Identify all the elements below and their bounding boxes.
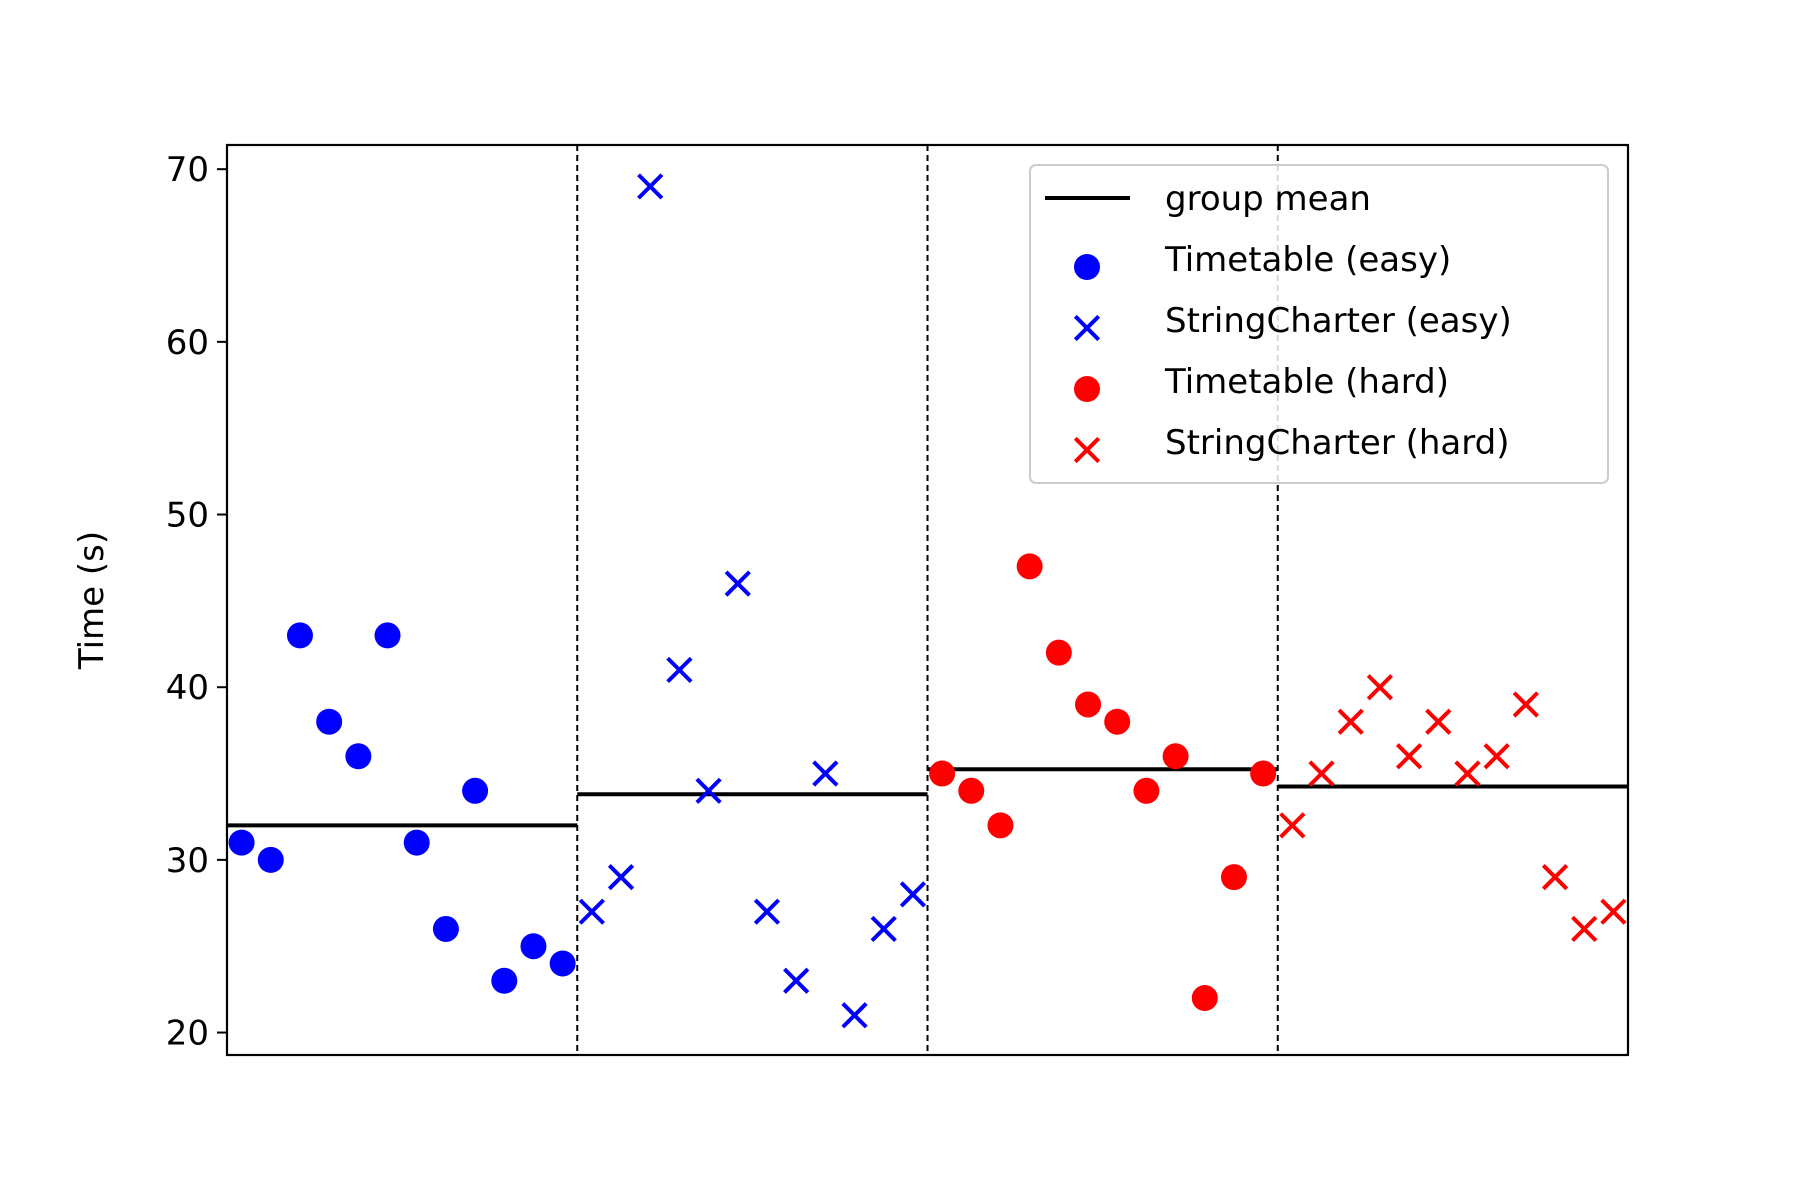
data-point [1454, 760, 1481, 787]
legend-entry: Timetable (easy) [1074, 240, 1451, 280]
data-point [286, 622, 313, 649]
data-point [1104, 708, 1131, 735]
legend-swatch [1074, 254, 1100, 280]
data-point [870, 915, 897, 943]
data-point [1512, 691, 1539, 718]
data-point [987, 812, 1014, 839]
legend-label: group mean [1165, 179, 1371, 219]
data-point [1016, 553, 1043, 580]
y-axis: 20 30 40 50 60 70 [166, 150, 227, 1054]
data-point [1191, 985, 1218, 1012]
data-point [1425, 708, 1452, 735]
y-tick-label: 40 [166, 668, 209, 708]
data-point [783, 967, 810, 994]
data-point [403, 829, 430, 856]
data-point [491, 967, 518, 994]
y-tick-label: 70 [166, 150, 209, 190]
data-point [578, 898, 605, 925]
y-tick-label: 20 [166, 1014, 209, 1054]
legend-label: Timetable (hard) [1164, 362, 1449, 402]
data-point [1600, 898, 1627, 925]
data-point [1337, 708, 1364, 735]
data-point [345, 743, 372, 770]
data-point [1571, 915, 1598, 943]
legend-label: StringCharter (easy) [1165, 301, 1512, 341]
plot-frame [225, 143, 1630, 1057]
data-point [1162, 743, 1189, 770]
data-point [1075, 691, 1102, 718]
legend-entry: StringCharter (hard) [1073, 423, 1509, 464]
legend-entry: StringCharter (easy) [1073, 301, 1512, 342]
data-point [228, 829, 255, 856]
data-point [695, 777, 722, 804]
data-point [1133, 777, 1160, 804]
data-point [432, 915, 459, 942]
data-point [374, 622, 401, 649]
data-point [724, 570, 751, 597]
data-point [1279, 812, 1306, 839]
legend-swatch [1073, 436, 1101, 464]
y-axis-label: Time (s) [72, 531, 112, 670]
legend-entry: Timetable (hard) [1074, 362, 1449, 402]
legend-label: StringCharter (hard) [1165, 423, 1509, 463]
y-tick-label: 60 [166, 323, 209, 363]
legend: group mean Timetable (easy) StringCharter … [1029, 164, 1609, 484]
data-point [257, 846, 284, 873]
group-mean-lines [227, 767, 1628, 828]
legend-frame [1029, 164, 1609, 484]
legend-swatch [1073, 314, 1101, 342]
data-point [1366, 674, 1394, 701]
legend-label: Timetable (easy) [1164, 240, 1451, 280]
data-point [1541, 864, 1569, 891]
data-point [812, 760, 839, 787]
data-point [841, 1002, 868, 1029]
legend-entry: group mean [1045, 179, 1371, 219]
data-point [316, 708, 343, 735]
data-point [753, 898, 781, 925]
data-point [1483, 743, 1510, 770]
y-tick-label: 30 [166, 841, 209, 881]
data-point [1220, 864, 1247, 891]
y-tick-label: 50 [166, 496, 209, 536]
legend-swatch [1074, 376, 1100, 402]
data-points [228, 173, 1627, 1029]
data-point [1308, 760, 1335, 787]
data-point [929, 760, 956, 787]
data-point [1395, 743, 1423, 770]
data-point [549, 950, 576, 977]
data-point [666, 656, 693, 684]
data-point [958, 777, 985, 804]
data-point [1250, 760, 1277, 787]
data-point [607, 864, 635, 891]
data-point [637, 173, 664, 200]
data-point [520, 933, 547, 960]
data-point [462, 777, 489, 804]
data-point [1045, 639, 1072, 666]
data-point [899, 881, 927, 908]
